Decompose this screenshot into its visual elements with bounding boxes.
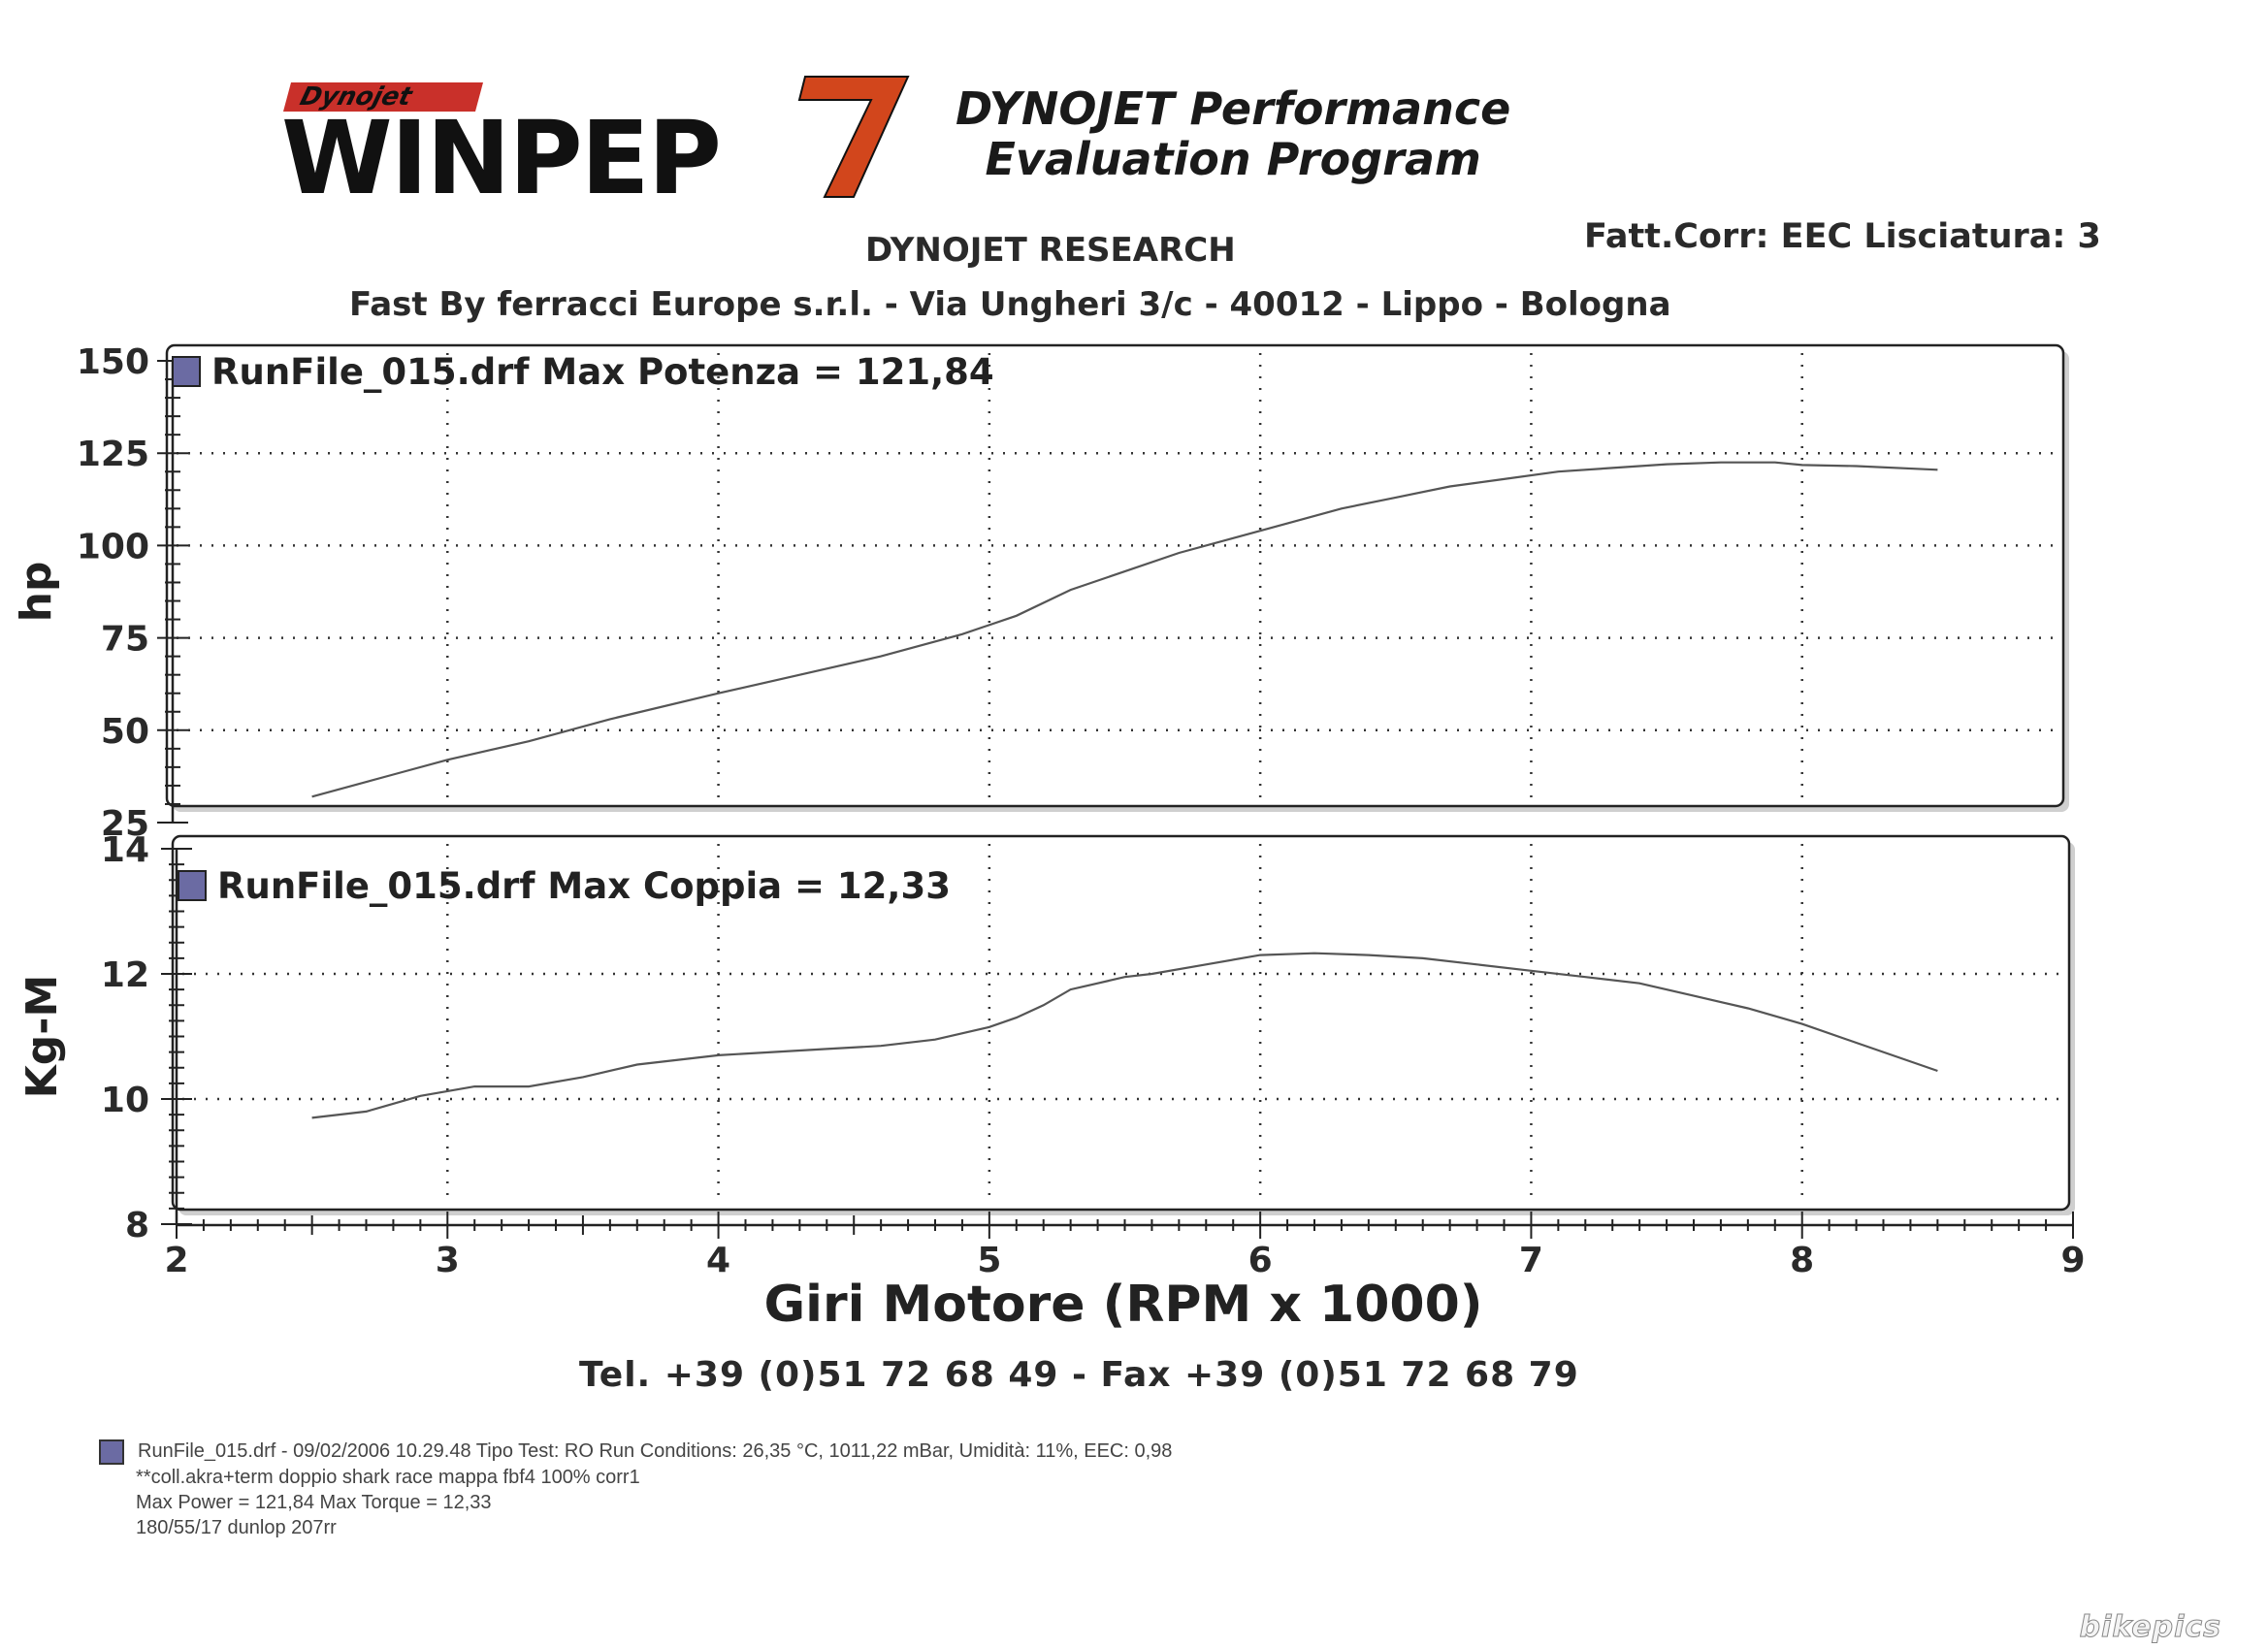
series-line — [311, 461, 1938, 798]
y-tick-label: 100 — [77, 527, 149, 566]
x-tick-label: 2 — [164, 1241, 188, 1280]
logo-seven-mark — [797, 76, 910, 198]
x-tick-label: 9 — [2060, 1241, 2085, 1280]
y-tick-label: 75 — [101, 620, 149, 660]
program-title-line2: Evaluation Program — [985, 133, 1481, 185]
plot-title: RunFile_015.drf Max Potenza = 121,84 — [211, 351, 994, 393]
company-address: Fast By ferracci Europe s.r.l. - Via Ung… — [349, 285, 1671, 324]
x-tick-label: 7 — [1519, 1241, 1543, 1280]
correction-info: Fatt.Corr: EEC Lisciatura: 3 — [1584, 217, 2101, 256]
y-axis-label: hp — [12, 562, 61, 623]
x-tick-label: 8 — [1790, 1241, 1814, 1280]
program-title-line1: DYNOJET Performance — [956, 82, 1511, 135]
legend-line-1: RunFile_015.drf - 09/02/2006 10.29.48 Ti… — [99, 1439, 1172, 1465]
logo-main-text: WINPEP — [281, 99, 722, 217]
run-conditions-legend: RunFile_015.drf - 09/02/2006 10.29.48 Ti… — [99, 1439, 1172, 1540]
x-tick-label: 5 — [977, 1241, 1001, 1280]
series-swatch — [172, 356, 201, 387]
y-tick-label: 50 — [101, 712, 149, 752]
legend-swatch — [99, 1439, 124, 1465]
y-axis-label: Kg-M — [17, 975, 67, 1099]
torque-chart: 14 12 10 8 Kg-M RunFile_015.drf Max Coppia = … — [17, 830, 2086, 1334]
legend-line-2: **coll.akra+term doppio shark race mappa… — [136, 1466, 640, 1488]
x-tick-label: 3 — [436, 1241, 460, 1280]
research-heading: DYNOJET RESEARCH — [865, 231, 1236, 270]
y-tick-label: 25 — [101, 804, 149, 844]
series-line — [311, 952, 1938, 1119]
program-title: DYNOJET Performance Evaluation Program — [956, 83, 1510, 184]
watermark: bikepics — [2079, 1610, 2221, 1645]
plot-title: RunFile_015.drf Max Coppia = 12,33 — [217, 865, 951, 907]
legend-line-3: Max Power = 121,84 Max Torque = 12,33 — [136, 1491, 492, 1513]
winpep-logo: Dynojet WINPEP — [281, 73, 922, 209]
power-chart: 150 125 100 75 50 25 hp RunFile_015.drf Max Pot… — [12, 342, 2069, 844]
legend-line-4: 180/55/17 dunlop 207rr — [136, 1516, 337, 1538]
x-tick-label: 6 — [1248, 1241, 1273, 1280]
y-tick-label: 12 — [101, 955, 149, 995]
plot-frame — [171, 834, 2071, 1212]
legend-run-info: RunFile_015.drf - 09/02/2006 10.29.48 Ti… — [138, 1440, 1173, 1462]
y-tick-label: 14 — [101, 830, 149, 870]
series-swatch — [178, 870, 207, 901]
y-tick-label: 10 — [101, 1081, 149, 1120]
x-axis-label: Giri Motore (RPM x 1000) — [763, 1276, 1482, 1334]
y-tick-label: 125 — [77, 435, 149, 474]
contact-line: Tel. +39 (0)51 72 68 49 - Fax +39 (0)51 … — [579, 1355, 1579, 1395]
x-tick-label: 4 — [706, 1241, 730, 1280]
y-tick-label: 150 — [77, 342, 149, 382]
y-tick-label: 8 — [125, 1206, 149, 1245]
